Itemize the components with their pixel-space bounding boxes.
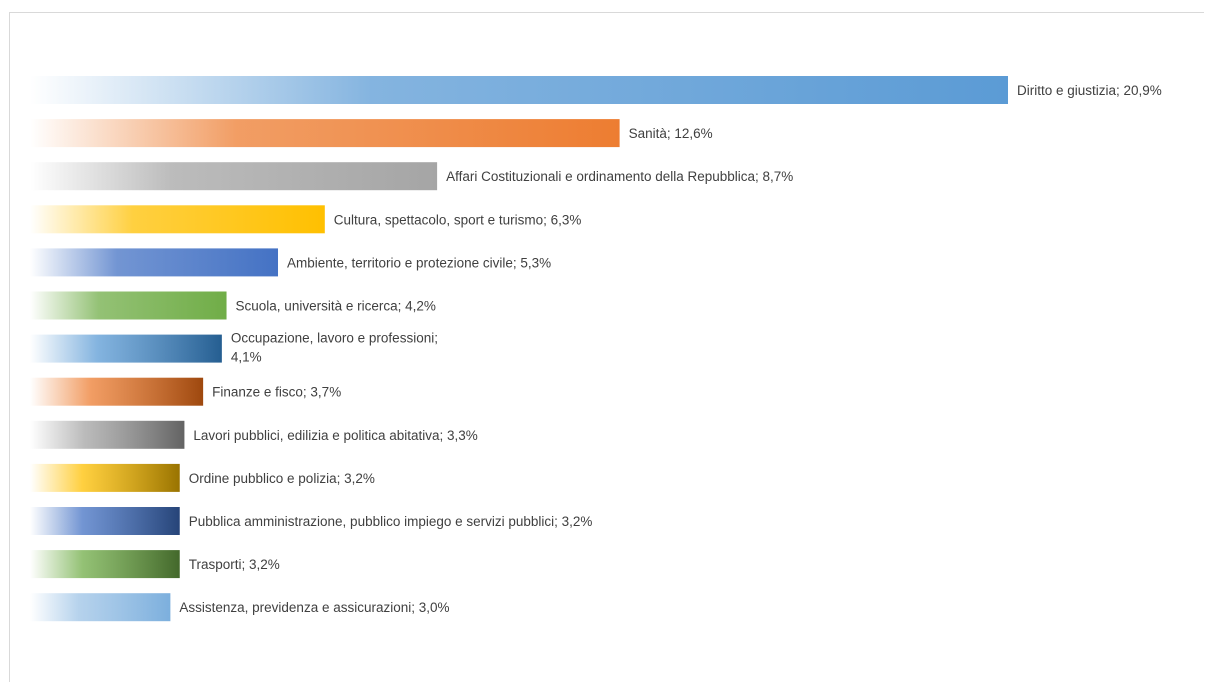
bar-label-9: Lavori pubblici, edilizia e politica abi… <box>193 428 477 443</box>
bar-10 <box>30 463 180 492</box>
bar-12 <box>30 550 180 579</box>
bar-label-4: Cultura, spettacolo, sport e turismo; 6,… <box>334 212 582 227</box>
bar-label-6: Scuola, università e ricerca; 4,2% <box>236 299 436 314</box>
bar-label-2: Sanità; 12,6% <box>629 126 713 141</box>
bar-label-12: Trasporti; 3,2% <box>189 557 280 572</box>
bar-label-1: Diritto e giustizia; 20,9% <box>1017 83 1162 98</box>
bar-label-11: Pubblica amministrazione, pubblico impie… <box>189 514 593 529</box>
bar-label-3: Affari Costituzionali e ordinamento dell… <box>446 169 793 184</box>
bar-7 <box>30 334 222 363</box>
chart-frame <box>9 12 1204 682</box>
bar-label-10: Ordine pubblico e polizia; 3,2% <box>189 471 375 486</box>
bar-5 <box>30 248 279 277</box>
bar-6 <box>30 291 227 320</box>
bar-9 <box>30 420 185 449</box>
bar-label-7: Occupazione, lavoro e professioni; 4,1% <box>231 331 438 365</box>
bar-11 <box>30 507 180 535</box>
bar-4 <box>30 205 325 234</box>
bar-label-13: Assistenza, previdenza e assicurazioni; … <box>179 600 449 615</box>
bar-1 <box>30 76 1008 104</box>
bar-label-8: Finanze e fisco; 3,7% <box>212 385 341 400</box>
bar-13 <box>30 593 171 622</box>
bar-label-5: Ambiente, territorio e protezione civile… <box>287 255 551 270</box>
bar-3 <box>30 162 438 191</box>
bar-8 <box>30 377 204 406</box>
bar-2 <box>30 119 620 148</box>
